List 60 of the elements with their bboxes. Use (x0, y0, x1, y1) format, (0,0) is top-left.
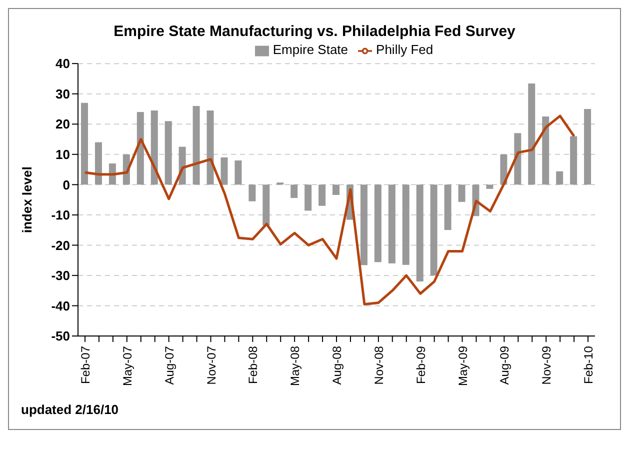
bar (290, 184, 298, 198)
x-tick-label: May-08 (288, 346, 302, 386)
y-axis-title: index level (20, 166, 35, 234)
bar (388, 184, 396, 264)
bar (570, 136, 578, 185)
bar (262, 184, 270, 226)
y-tick-label: -30 (51, 268, 70, 284)
bar (430, 184, 438, 276)
x-tick-label: Nov-08 (372, 346, 386, 385)
bar (584, 108, 592, 185)
bar (332, 184, 340, 195)
chart-title: Empire State Manufacturing vs. Philadelphia Fed Survey (112, 23, 516, 40)
y-tick-label: 40 (56, 56, 70, 72)
bar (164, 121, 172, 185)
bar (220, 157, 228, 185)
y-tick-label: -40 (51, 298, 70, 314)
bar (304, 184, 312, 211)
bar (486, 184, 494, 189)
y-tick-label: 30 (56, 86, 70, 102)
bar (416, 184, 424, 282)
bar (318, 184, 326, 206)
x-tick-label: Aug-08 (330, 346, 344, 385)
x-tick-label: Nov-07 (204, 346, 218, 385)
y-tick-label: 0 (62, 177, 70, 192)
bar (234, 160, 242, 185)
bar (556, 171, 564, 185)
x-tick-label: Nov-09 (540, 346, 554, 385)
bar (206, 110, 214, 185)
legend-label: Philly Fed (376, 42, 434, 57)
x-tick-label: Feb-08 (246, 346, 260, 384)
bar (444, 184, 452, 230)
bar (150, 110, 158, 185)
x-tick-label: Feb-10 (582, 346, 596, 384)
y-tick-label: 10 (56, 146, 70, 162)
bar (458, 184, 466, 202)
y-tick-label: -50 (51, 328, 70, 344)
x-tick-label: May-07 (120, 346, 134, 386)
bar (248, 184, 256, 202)
bar (528, 84, 536, 185)
bar (192, 106, 200, 185)
x-tick-label: May-09 (456, 346, 470, 386)
bar (136, 112, 144, 185)
y-tick-label: -10 (51, 208, 70, 223)
bar (374, 184, 382, 262)
bar (94, 142, 102, 185)
bar (402, 184, 410, 265)
bar (542, 116, 550, 185)
y-tick-label: -20 (51, 238, 70, 253)
bar (81, 102, 88, 185)
x-tick-label: Feb-09 (414, 346, 428, 384)
x-tick-label: Aug-09 (498, 346, 512, 385)
bar (514, 133, 522, 185)
bar (500, 154, 508, 185)
text: updated 2/16/10 (21, 402, 119, 417)
x-tick-label: Aug-07 (162, 346, 176, 385)
bar (360, 184, 368, 266)
line-series (84, 114, 576, 306)
y-tick-label: 20 (56, 116, 70, 132)
legend-label: Empire State (272, 42, 348, 57)
x-tick-label: Feb-07 (78, 346, 93, 384)
